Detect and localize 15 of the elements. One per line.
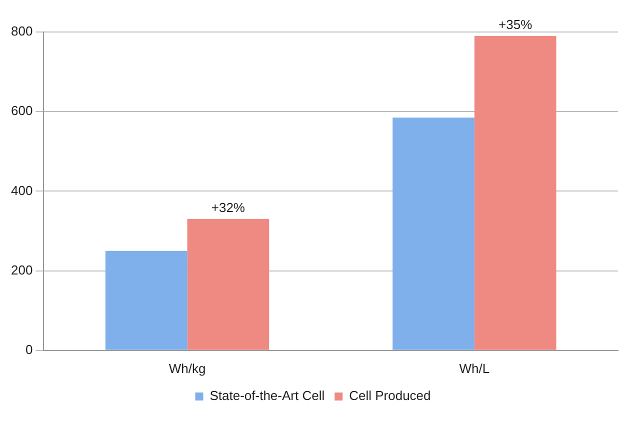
x-tick-label: Wh/kg	[168, 360, 206, 376]
y-tick-label: 0	[25, 342, 33, 357]
y-tick-label: 200	[10, 262, 33, 278]
y-tick-label: 400	[10, 182, 33, 198]
annotation: +35%	[498, 17, 533, 32]
legend-label: Cell Produced	[349, 388, 431, 404]
annotation: +32%	[211, 200, 246, 216]
bar	[187, 219, 270, 350]
legend-label: State-of-the-Art Cell	[210, 388, 325, 404]
y-tick-label: 800	[10, 24, 33, 39]
bar	[392, 118, 474, 350]
y-tick-label: 600	[10, 103, 33, 118]
bar	[474, 36, 556, 350]
x-tick-label: Wh/L	[459, 360, 490, 376]
bar	[105, 250, 188, 350]
